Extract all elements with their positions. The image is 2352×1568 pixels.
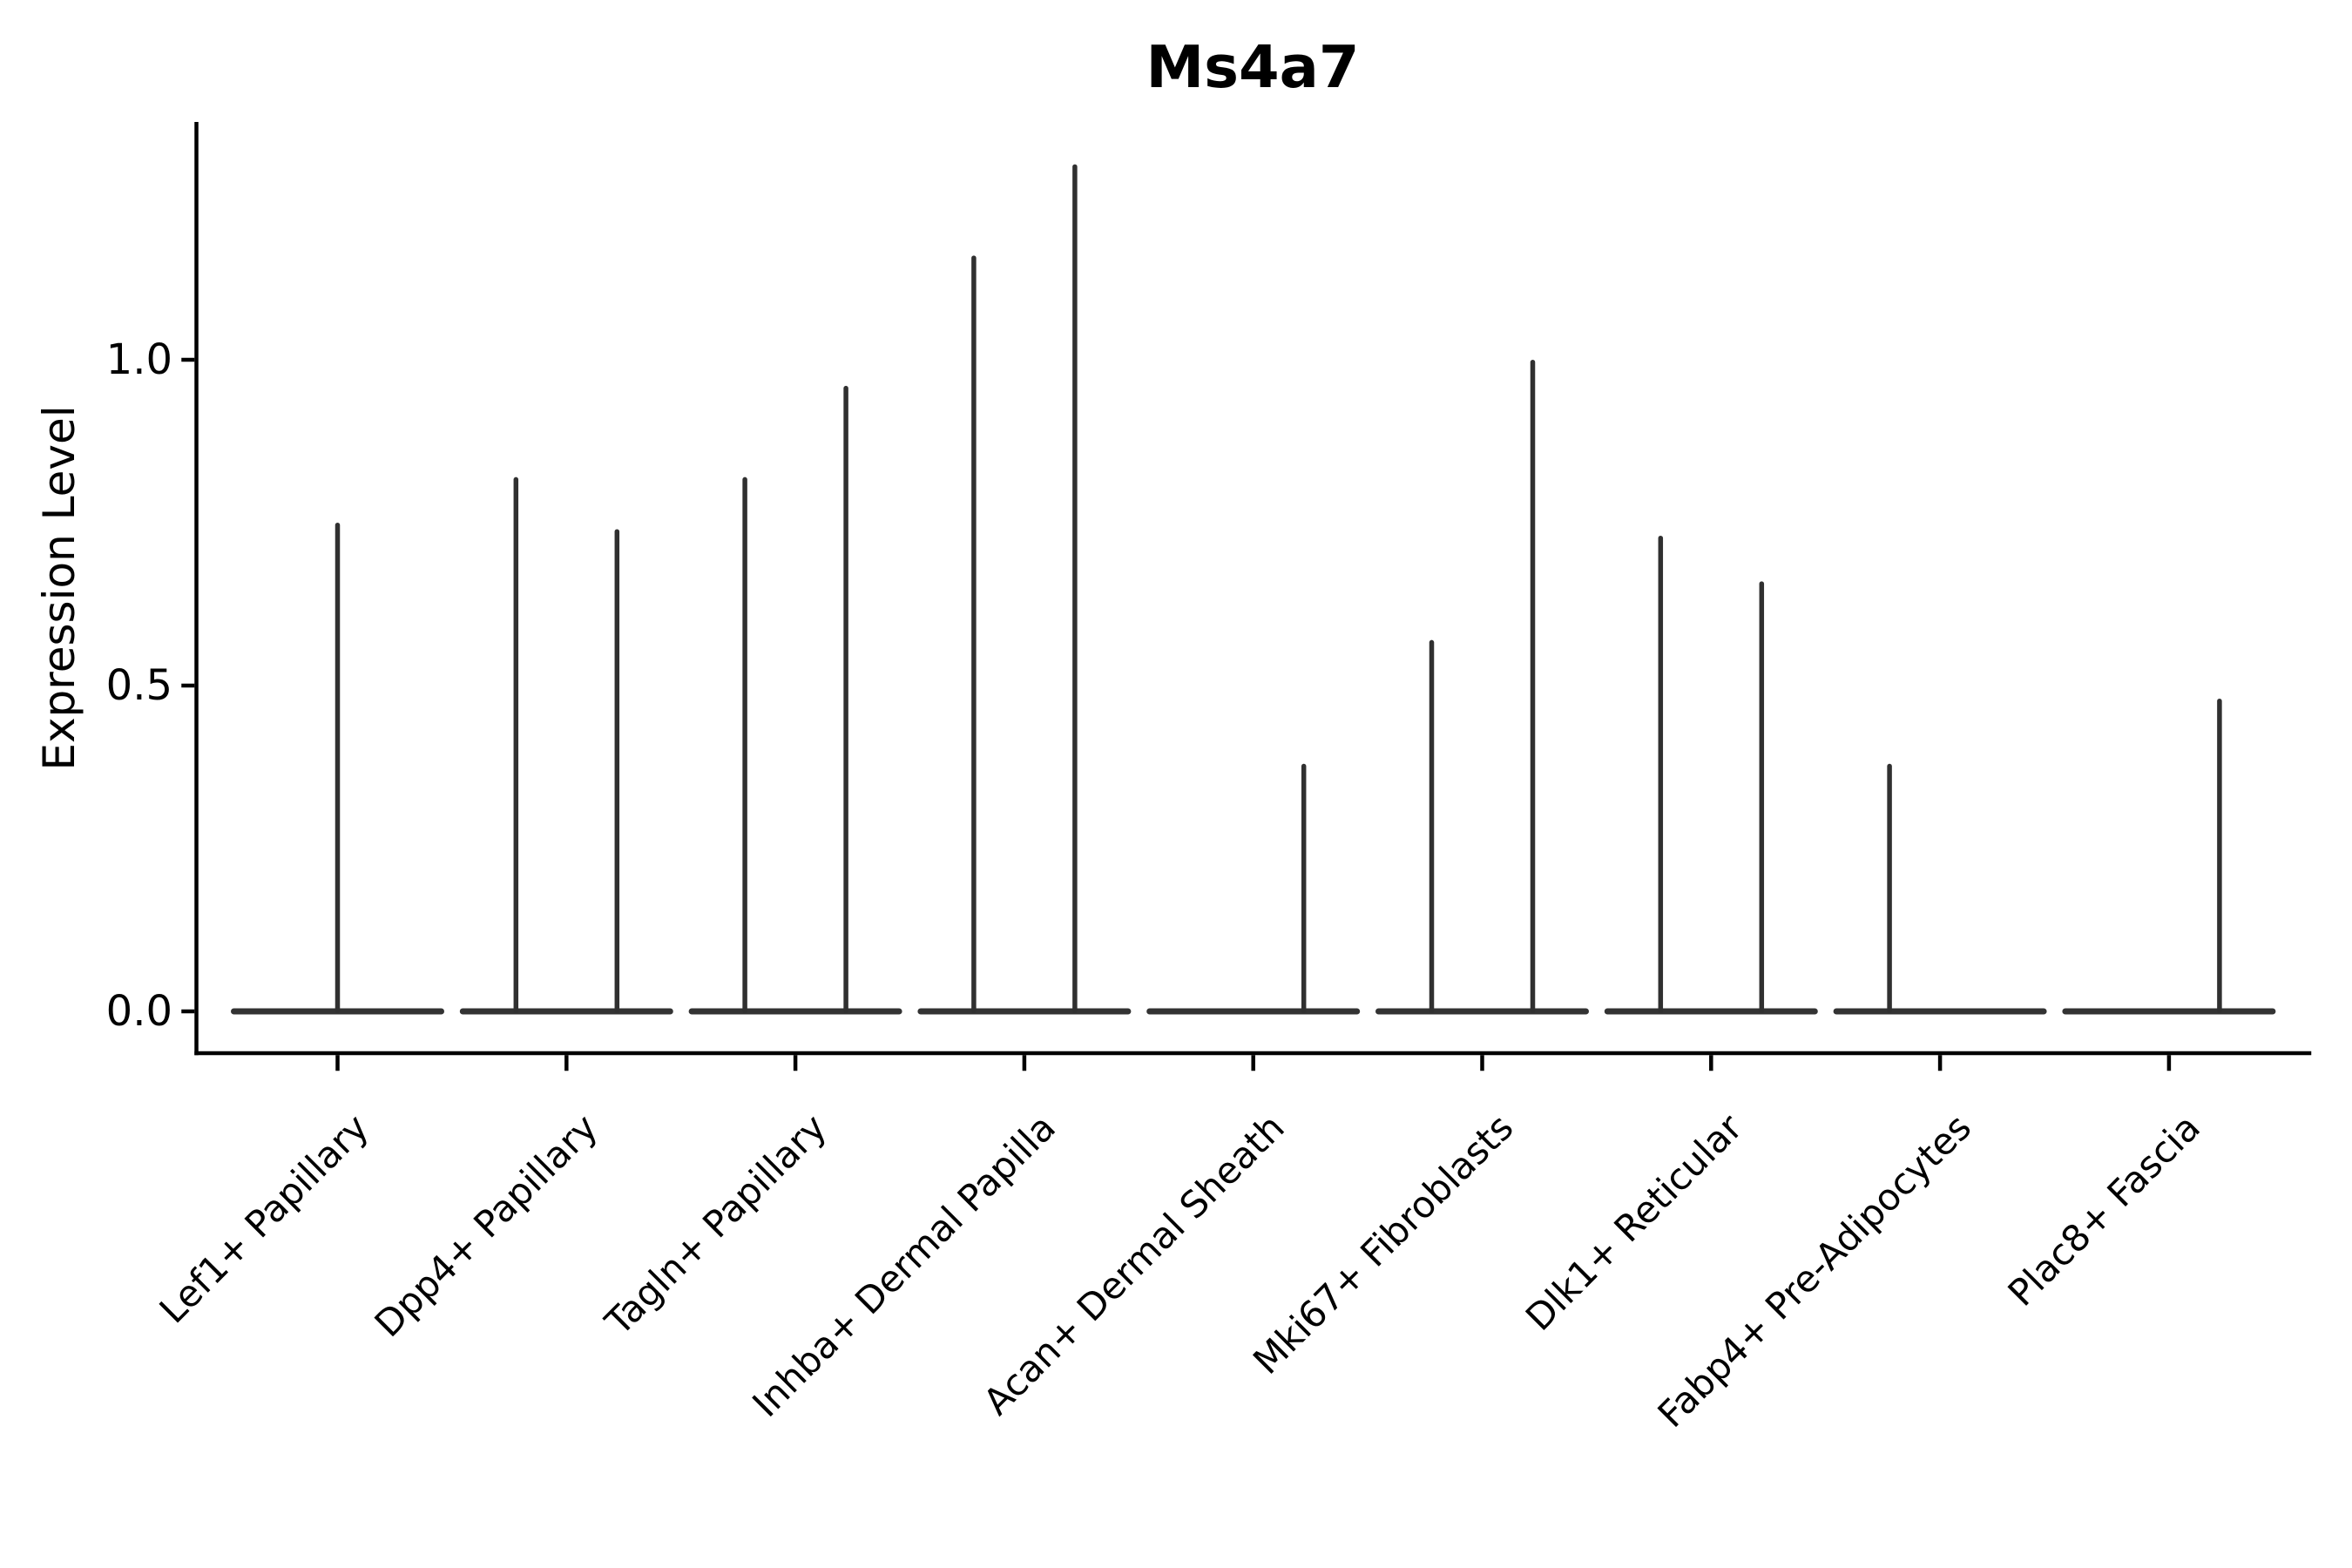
violin-spike-6-left <box>1658 535 1664 1013</box>
chart-title: Ms4a7 <box>1146 33 1359 101</box>
violin-spike-3-left <box>971 255 977 1013</box>
violin-spike-1-right <box>614 529 620 1013</box>
violin-base-5 <box>1375 1008 1589 1015</box>
x-tick-3 <box>1022 1055 1027 1071</box>
violin-spike-7-left <box>1887 763 1892 1013</box>
y-axis-spine <box>194 122 199 1056</box>
violin-spike-6-right <box>1759 581 1765 1013</box>
x-tick-8 <box>2166 1055 2172 1071</box>
violin-spike-5-left <box>1429 639 1435 1013</box>
x-tick-1 <box>564 1055 569 1071</box>
x-axis-spine <box>194 1051 2312 1056</box>
y-tick-label-0: 0.0 <box>106 987 172 1036</box>
violin-base-2 <box>688 1008 902 1015</box>
violin-base-1 <box>459 1008 673 1015</box>
violin-base-4 <box>1146 1008 1361 1015</box>
y-axis-label: Expression Level <box>34 405 84 770</box>
x-tick-2 <box>793 1055 798 1071</box>
y-tick-0 <box>181 1009 195 1014</box>
violin-base-6 <box>1604 1008 1818 1015</box>
violin-base-7 <box>1833 1008 2047 1015</box>
x-tick-6 <box>1709 1055 1713 1071</box>
x-tick-0 <box>335 1055 340 1071</box>
violin-spike-2-left <box>742 476 747 1013</box>
violin-base-8 <box>2062 1008 2276 1015</box>
x-tick-4 <box>1251 1055 1255 1071</box>
y-tick-label-2: 1.0 <box>106 335 172 384</box>
y-tick-1 <box>181 683 195 688</box>
violin-spike-4-right <box>1301 763 1307 1013</box>
x-tick-7 <box>1937 1055 1943 1071</box>
violin-spike-0-center <box>335 523 341 1013</box>
violin-spike-8-right <box>2217 698 2222 1013</box>
y-tick-2 <box>181 357 195 362</box>
x-tick-5 <box>1480 1055 1484 1071</box>
violin-spike-1-left <box>513 476 519 1013</box>
violin-base-3 <box>917 1008 1132 1015</box>
violin-spike-3-right <box>1072 164 1078 1014</box>
y-tick-label-1: 0.5 <box>106 661 172 710</box>
violin-spike-2-right <box>843 385 848 1013</box>
violin-spike-5-right <box>1530 360 1536 1013</box>
